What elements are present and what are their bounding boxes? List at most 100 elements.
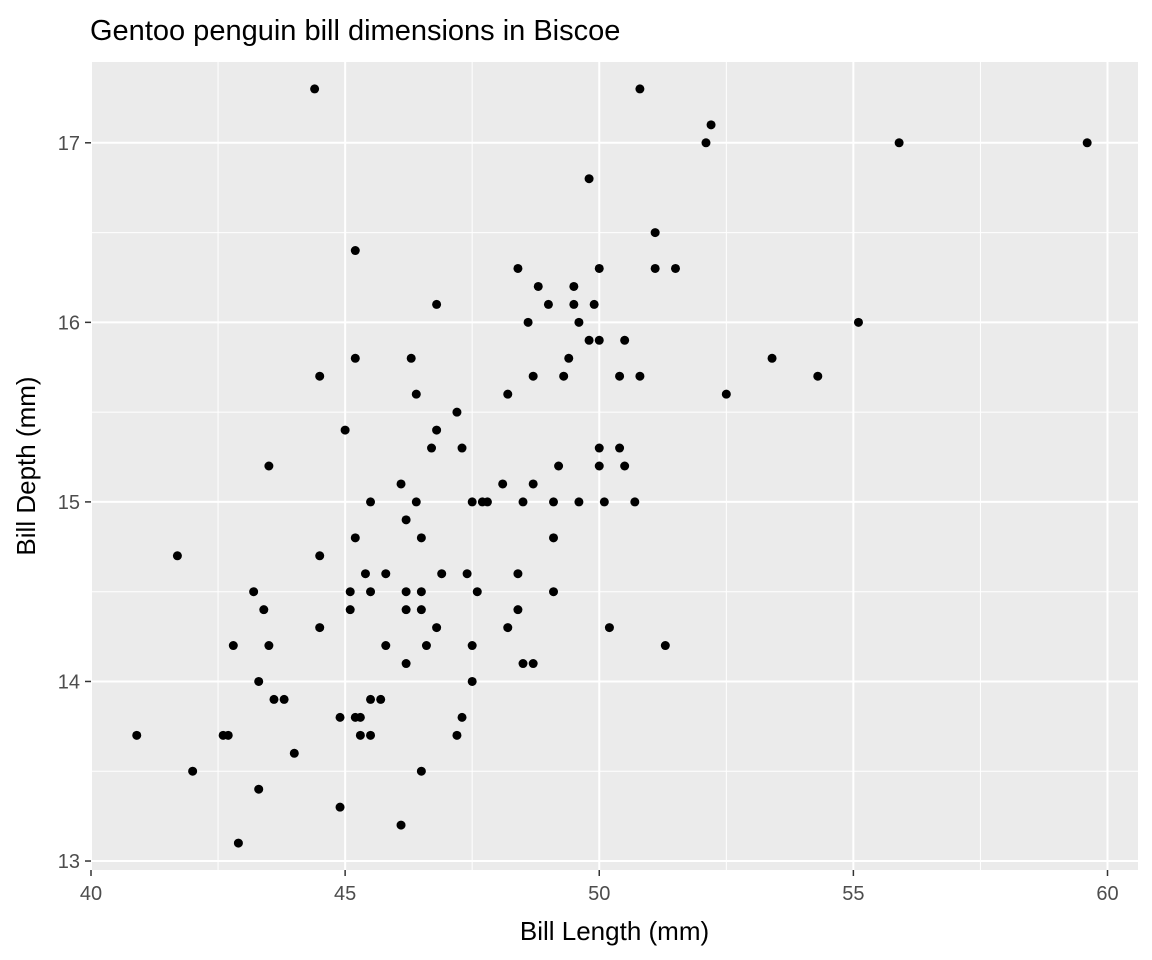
data-point: [853, 317, 863, 327]
data-point: [528, 659, 538, 669]
data-point: [589, 299, 599, 309]
data-point: [249, 587, 259, 597]
data-point: [172, 551, 182, 561]
y-tick-label: 15: [58, 492, 80, 514]
data-point: [569, 281, 579, 291]
data-point: [518, 659, 528, 669]
data-point: [650, 228, 660, 238]
data-point: [432, 299, 442, 309]
data-point: [472, 587, 482, 597]
x-axis: 40 45 50 55 60: [80, 870, 1119, 905]
data-point: [310, 84, 320, 94]
data-point: [396, 479, 406, 489]
data-point: [615, 371, 625, 381]
data-point: [523, 317, 533, 327]
data-point: [432, 623, 442, 633]
data-point: [432, 425, 442, 435]
major-gridlines: [90, 62, 1138, 870]
data-point: [549, 533, 559, 543]
data-point: [355, 730, 365, 740]
data-point: [670, 263, 680, 273]
data-point: [462, 569, 472, 579]
data-point: [528, 371, 538, 381]
data-point: [452, 730, 462, 740]
data-point: [411, 497, 421, 507]
y-tick-label: 17: [58, 133, 80, 155]
data-point: [467, 676, 477, 686]
data-point: [503, 389, 513, 399]
data-point: [188, 766, 198, 776]
data-point: [350, 533, 360, 543]
data-point: [366, 730, 376, 740]
data-point: [569, 299, 579, 309]
data-point: [401, 587, 411, 597]
data-point: [549, 587, 559, 597]
data-point: [315, 371, 325, 381]
y-axis-title: Bill Depth (mm): [11, 376, 41, 555]
data-point: [315, 623, 325, 633]
data-point: [437, 569, 447, 579]
data-point: [574, 497, 584, 507]
data-point: [416, 605, 426, 615]
data-point: [554, 461, 564, 471]
data-point: [660, 641, 670, 651]
data-point: [233, 838, 243, 848]
x-tick-label: 60: [1096, 883, 1118, 905]
data-point: [406, 353, 416, 363]
data-point: [401, 515, 411, 525]
data-point: [620, 335, 630, 345]
data-point: [421, 641, 431, 651]
data-point: [604, 623, 614, 633]
data-point: [467, 641, 477, 651]
data-point: [254, 676, 264, 686]
data-point: [264, 641, 274, 651]
data-point: [467, 497, 477, 507]
data-point: [416, 533, 426, 543]
data-point: [254, 784, 264, 794]
data-point: [594, 263, 604, 273]
data-point: [396, 820, 406, 830]
data-point: [360, 569, 370, 579]
data-point: [381, 569, 391, 579]
data-point: [269, 694, 279, 704]
data-point: [228, 641, 238, 651]
data-point: [1082, 138, 1092, 148]
data-point: [457, 712, 467, 722]
y-tick-label: 16: [58, 312, 80, 334]
y-tick-label: 13: [58, 851, 80, 873]
data-point: [335, 802, 345, 812]
minor-gridlines: [91, 62, 1138, 870]
data-point: [615, 443, 625, 453]
data-point: [264, 461, 274, 471]
data-point: [335, 712, 345, 722]
data-point: [498, 479, 508, 489]
y-axis: 13 14 15 16 17: [58, 133, 91, 873]
data-point: [376, 694, 386, 704]
data-point: [289, 748, 299, 758]
data-point: [513, 605, 523, 615]
data-point: [518, 497, 528, 507]
data-point: [411, 389, 421, 399]
data-point: [594, 443, 604, 453]
data-point: [564, 353, 574, 363]
x-axis-title: Bill Length (mm): [520, 916, 709, 946]
x-tick-label: 55: [842, 883, 864, 905]
data-point: [452, 407, 462, 417]
data-point: [594, 461, 604, 471]
data-point: [549, 497, 559, 507]
data-point: [767, 353, 777, 363]
data-point: [132, 730, 142, 740]
data-point: [345, 605, 355, 615]
data-point: [340, 425, 350, 435]
data-point: [574, 317, 584, 327]
data-point: [350, 353, 360, 363]
data-point: [503, 623, 513, 633]
data-point: [650, 263, 660, 273]
data-points: [132, 84, 1092, 848]
data-point: [721, 389, 731, 399]
chart-title: Gentoo penguin bill dimensions in Biscoe: [90, 15, 620, 47]
data-point: [813, 371, 823, 381]
data-point: [706, 120, 716, 130]
data-point: [559, 371, 569, 381]
